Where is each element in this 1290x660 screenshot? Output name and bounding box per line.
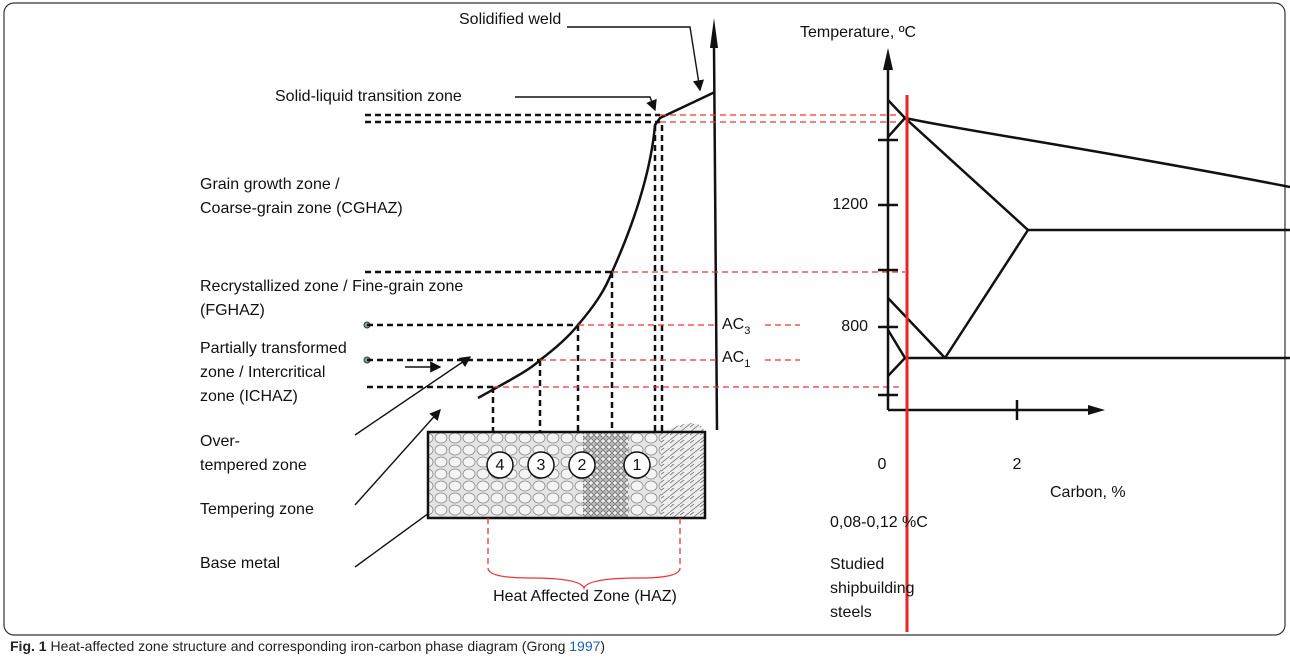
zone-label: Base metal xyxy=(200,555,280,572)
caption: Fig. 1 Heat-affected zone structure and … xyxy=(10,638,605,654)
zone-label: Solid-liquid transition zone xyxy=(275,88,462,105)
figure: Solidified weld Solid-liquid transition … xyxy=(0,0,1290,660)
y-tick-label: 1200 xyxy=(832,196,868,213)
temperature-curve xyxy=(478,18,718,430)
x-tick-label: 2 xyxy=(1013,456,1022,473)
y-tick-label: 800 xyxy=(841,318,868,335)
phase-diagram xyxy=(878,48,1290,632)
temperature-levels xyxy=(365,115,662,432)
zone-label: Solidified weld xyxy=(459,11,561,28)
ac-sub: 1 xyxy=(744,358,750,370)
zone-label: zone / Intercritical xyxy=(200,364,325,381)
zone-number: 3 xyxy=(537,457,546,474)
weld-block xyxy=(428,423,705,518)
caption-text: Heat-affected zone structure and corresp… xyxy=(47,638,570,654)
steel-note: Studied xyxy=(830,556,884,573)
steel-note: shipbuilding xyxy=(830,580,915,597)
ac1-label: AC1 xyxy=(722,349,750,370)
zone-label: Tempering zone xyxy=(200,501,314,518)
ac-base: AC xyxy=(722,349,744,366)
zone-label: (FGHAZ) xyxy=(200,302,265,319)
zone-number: 4 xyxy=(496,457,505,474)
ac3-label: AC3 xyxy=(722,316,750,337)
caption-text: ) xyxy=(600,638,605,654)
zone-label: Coarse-grain zone (CGHAZ) xyxy=(200,200,403,217)
zone-number: 2 xyxy=(578,457,587,474)
x-tick-label: 0 xyxy=(878,456,887,473)
zone-label: tempered zone xyxy=(200,457,307,474)
ac-base: AC xyxy=(722,316,744,333)
zone-label: zone (ICHAZ) xyxy=(200,388,298,405)
caption-label: Fig. 1 xyxy=(10,638,47,654)
caption-ref[interactable]: 1997 xyxy=(569,638,600,654)
page: {"figure": { "zones": [ {"lines": ["Soli… xyxy=(0,0,1290,660)
zone-label: Partially transformed xyxy=(200,340,347,357)
frame xyxy=(4,3,1285,635)
steel-note: steels xyxy=(830,604,872,621)
zone-number: 1 xyxy=(633,457,642,474)
zone-label: Grain growth zone / xyxy=(200,176,340,193)
haz-label: Heat Affected Zone (HAZ) xyxy=(493,588,677,605)
steel-range: 0,08-0,12 %C xyxy=(830,514,928,531)
x-axis-label: Carbon, % xyxy=(1050,484,1126,501)
ac-sub: 3 xyxy=(744,325,750,337)
zone-label: Recrystallized zone / Fine-grain zone xyxy=(200,278,463,295)
y-axis-label: Temperature, ºC xyxy=(800,24,916,41)
zone-label: Over- xyxy=(200,433,240,450)
